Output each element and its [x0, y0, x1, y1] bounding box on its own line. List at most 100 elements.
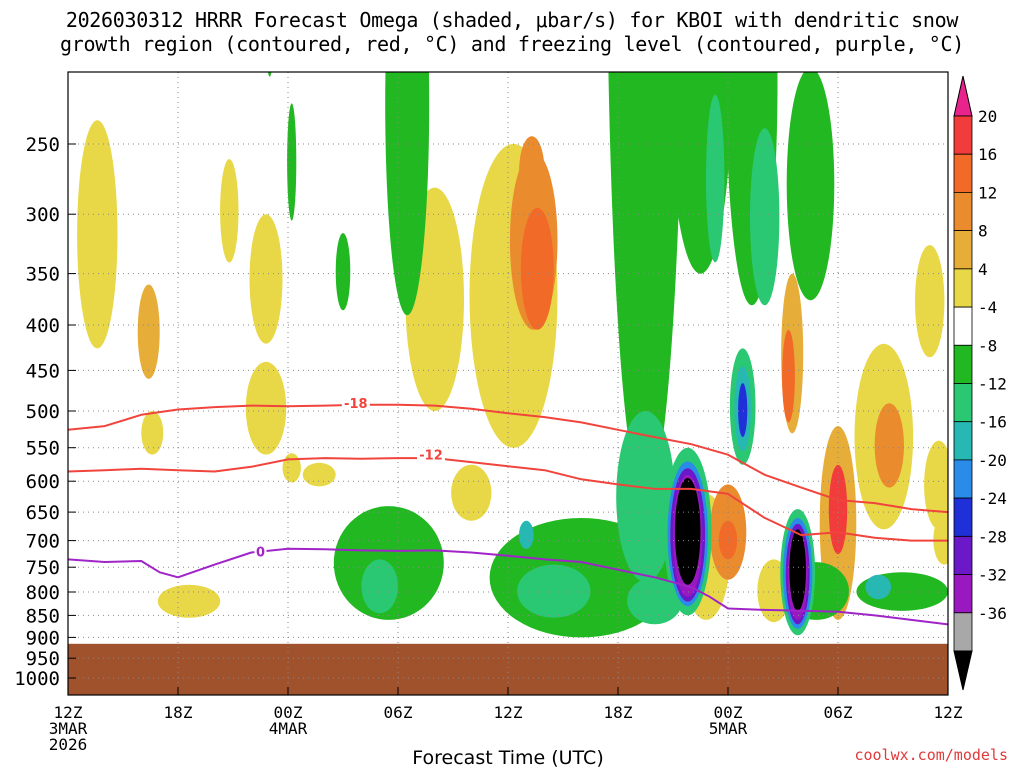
omega-region [616, 411, 675, 583]
y-axis: 2503003504004505005506006507007508008509… [14, 134, 76, 690]
plot-frame [67, 71, 949, 696]
contour-label: -12 [419, 449, 443, 464]
y-tick-label: 850 [26, 605, 60, 627]
omega-region [915, 245, 945, 358]
omega-region [287, 103, 297, 221]
colorbar-segment [953, 191, 973, 231]
y-tick-label: 700 [26, 531, 60, 553]
contour-line [68, 547, 948, 626]
omega-region [249, 214, 283, 344]
x-tick-label: 5MAR [709, 719, 748, 738]
omega-region [782, 329, 795, 423]
y-tick-label: 300 [26, 204, 60, 226]
omega-region [874, 403, 904, 488]
colorbar-segment [953, 268, 973, 308]
y-tick-label: 250 [26, 134, 60, 156]
omega-region [608, 72, 683, 500]
omega-region [302, 462, 336, 487]
colorbar-bottom-arrow [953, 650, 973, 691]
omega-region [220, 159, 239, 263]
footer-credit: coolwx.com/models [854, 746, 1008, 764]
colorbar-segment [953, 497, 973, 537]
colorbar-label: -32 [978, 566, 1007, 585]
colorbar-label: -4 [978, 298, 997, 317]
y-tick-label: 600 [26, 471, 60, 493]
colorbar-label: -8 [978, 336, 997, 355]
temperature-contours: -18 -12 0 [68, 396, 948, 626]
contour-label-background [341, 396, 370, 411]
omega-region [245, 361, 287, 455]
y-tick-label: 750 [26, 557, 60, 579]
colorbar-segment [953, 421, 973, 461]
y-tick-label: 450 [26, 360, 60, 382]
omega-region [520, 207, 554, 330]
omega-region [141, 411, 164, 455]
colorbar-segment [953, 383, 973, 423]
x-tick-label: 00Z [714, 703, 743, 722]
omega-region [627, 577, 683, 625]
omega-region [674, 478, 701, 585]
y-tick-label: 350 [26, 264, 60, 286]
omega-region [865, 574, 892, 600]
colorbar: 20 16 12 8 4 -4 -8 -12 -16 -20 -24 -28 -32 -36 [953, 75, 1007, 691]
colorbar-segment [953, 115, 973, 155]
y-tick-label: 650 [26, 502, 60, 524]
x-tick-label: 06Z [824, 703, 853, 722]
x-tick-label: 2026 [49, 735, 88, 754]
y-tick-label: 1000 [14, 668, 60, 690]
omega-region [519, 136, 545, 208]
omega-region [267, 72, 272, 77]
omega-region [786, 72, 835, 301]
colorbar-top-arrow [953, 75, 973, 117]
x-tick-label: 12Z [54, 703, 83, 722]
colorbar-label: 8 [978, 222, 988, 241]
contour-line [68, 403, 948, 514]
colorbar-segment [953, 306, 973, 346]
colorbar-segment [953, 459, 973, 499]
y-tick-label: 900 [26, 627, 60, 649]
omega-region [361, 559, 399, 614]
colorbar-label: -20 [978, 451, 1007, 470]
colorbar-label: 16 [978, 145, 997, 164]
colorbar-segment [953, 230, 973, 270]
omega-region [789, 529, 806, 611]
omega-region [924, 440, 948, 530]
colorbar-segment [953, 612, 973, 652]
omega-region [750, 128, 780, 306]
omega-region [137, 284, 160, 379]
omega-region [517, 564, 591, 618]
y-tick-label: 500 [26, 401, 60, 423]
omega-region [706, 94, 725, 263]
colorbar-label: -28 [978, 527, 1007, 546]
x-tick-label: 18Z [164, 703, 193, 722]
omega-region [282, 453, 301, 483]
x-tick-label: 00Z [274, 703, 303, 722]
omega-region [385, 72, 430, 316]
colorbar-label: 4 [978, 260, 988, 279]
contour-label-background [254, 544, 267, 559]
omega-region [157, 584, 221, 618]
contour-label-background [417, 447, 445, 462]
colorbar-segment [953, 153, 973, 193]
colorbar-label: -24 [978, 489, 1007, 508]
omega-region [451, 464, 492, 521]
contour-label: 0 [256, 546, 265, 561]
x-tick-label: 06Z [384, 703, 413, 722]
x-tick-label: 3MAR [49, 719, 88, 738]
colorbar-label: -16 [978, 413, 1007, 432]
colorbar-label: -36 [978, 604, 1007, 623]
chart-title-line-1: 2026030312 HRRR Forecast Omega (shaded, … [65, 8, 959, 32]
x-tick-label: 12Z [934, 703, 963, 722]
x-tick-label: 18Z [604, 703, 633, 722]
colorbar-segment [953, 536, 973, 576]
omega-region [77, 120, 118, 349]
y-tick-label: 400 [26, 315, 60, 337]
contour-label: -18 [344, 397, 368, 412]
colorbar-label: 12 [978, 183, 997, 202]
omega-region [335, 233, 351, 311]
x-axis-title: Forecast Time (UTC) [412, 747, 603, 768]
contour-line [68, 457, 948, 542]
colorbar-label: -12 [978, 375, 1007, 394]
